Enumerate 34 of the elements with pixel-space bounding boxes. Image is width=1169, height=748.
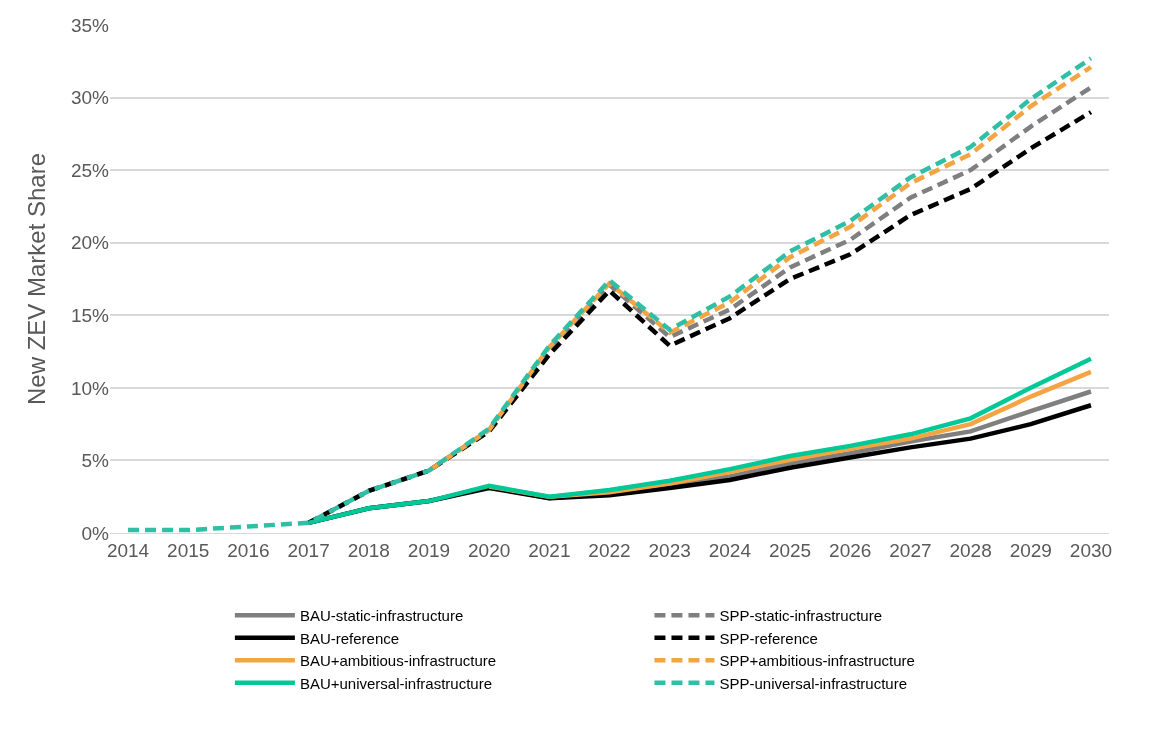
x-tick-label: 2029: [1009, 539, 1052, 561]
x-tick-label: 2019: [407, 539, 451, 561]
y-axis-title: New ZEV Market Share: [23, 152, 51, 406]
legend-label: BAU+universal-infrastructure: [299, 674, 493, 692]
legend-label: SPP-reference: [719, 629, 818, 647]
x-tick-label: 2018: [347, 539, 390, 561]
y-tick-label: 35%: [70, 14, 110, 36]
line-series: [125, 56, 1094, 533]
line-series: [306, 356, 1094, 526]
y-tick-label: 30%: [70, 87, 110, 109]
x-tick-label: 2023: [648, 539, 691, 561]
x-tick-label: 2021: [528, 539, 571, 561]
y-tick-label: 20%: [70, 232, 110, 254]
x-tick-label: 2027: [889, 539, 932, 561]
y-tick-label: 25%: [70, 159, 110, 181]
legend-label: SPP-static-infrastructure: [719, 607, 883, 625]
x-tick-label: 2024: [708, 539, 752, 561]
y-tick-label: 5%: [81, 450, 110, 472]
x-tick-label: 2017: [287, 539, 330, 561]
legend-label: BAU-static-infrastructure: [299, 607, 464, 625]
x-tick-label: 2030: [1069, 539, 1113, 561]
x-tick-label: 2022: [588, 539, 631, 561]
x-tick-label: 2028: [949, 539, 992, 561]
x-tick-label: 2016: [227, 539, 270, 561]
legend-label: BAU-reference: [299, 629, 400, 647]
y-tick-label: 15%: [70, 304, 110, 326]
x-tick-label: 2026: [829, 539, 872, 561]
x-tick-label: 2015: [167, 539, 210, 561]
legend-label: SPP-universal-infrastructure: [719, 674, 908, 692]
x-tick-label: 2020: [468, 539, 511, 561]
legend-label: BAU+ambitious-infrastructure: [299, 652, 497, 670]
x-tick-label: 2025: [768, 539, 812, 561]
y-tick-label: 10%: [70, 377, 110, 399]
legend-label: SPP+ambitious-infrastructure: [719, 652, 915, 670]
